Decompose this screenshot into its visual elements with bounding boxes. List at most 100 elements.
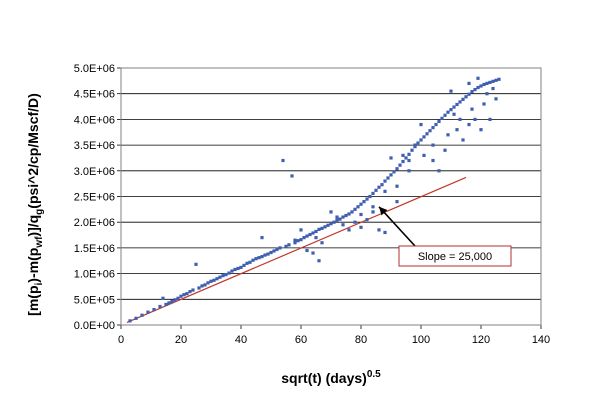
y-tick-label: 2.5E+06 — [74, 192, 115, 204]
data-point — [305, 248, 309, 253]
data-point — [152, 307, 156, 312]
data-point — [197, 286, 201, 290]
data-point — [386, 176, 390, 180]
x-tick-label: 60 — [295, 334, 307, 346]
y-tick-label: 1.0E+06 — [74, 269, 115, 281]
data-point — [479, 128, 483, 132]
grid-lines — [117, 67, 542, 329]
data-point — [479, 84, 483, 88]
data-point — [491, 79, 495, 83]
data-point — [371, 210, 375, 214]
data-point — [179, 294, 183, 298]
data-point — [467, 122, 471, 127]
data-point — [221, 274, 225, 278]
data-point — [383, 230, 387, 235]
data-point — [374, 188, 378, 192]
data-point — [413, 143, 417, 147]
data-point — [323, 225, 327, 229]
data-point — [476, 76, 480, 80]
data-point — [371, 205, 375, 209]
x-tick-label: 100 — [412, 334, 430, 346]
data-point — [440, 116, 444, 120]
y-title-sub-g: g — [34, 209, 45, 215]
data-point — [245, 261, 249, 265]
x-axis-title-superscript: 0.5 — [367, 369, 381, 380]
data-point — [425, 132, 429, 136]
data-point — [356, 205, 360, 209]
y-title-part-4: (psi^2/cp/Mscf/D) — [25, 93, 41, 209]
data-point — [176, 296, 180, 300]
data-point — [359, 225, 363, 229]
data-point — [182, 293, 186, 297]
data-point — [203, 283, 207, 287]
data-point — [491, 86, 495, 91]
data-point — [419, 122, 423, 127]
data-point — [395, 167, 399, 171]
data-point — [320, 226, 324, 230]
data-point — [437, 119, 441, 124]
data-point — [227, 271, 231, 275]
data-point — [287, 243, 291, 247]
annotation-box — [398, 245, 512, 267]
data-point — [422, 153, 426, 157]
data-point — [455, 128, 459, 132]
data-point — [455, 102, 459, 107]
data-point — [422, 135, 426, 139]
data-point — [269, 250, 273, 255]
data-point — [158, 304, 162, 309]
data-point — [290, 174, 294, 178]
data-point — [335, 215, 339, 219]
data-point — [236, 266, 240, 271]
data-point — [128, 319, 132, 323]
data-point — [392, 170, 396, 174]
data-point — [200, 284, 204, 288]
data-point — [206, 281, 210, 285]
data-point — [467, 92, 471, 96]
data-point — [371, 191, 375, 196]
data-point — [428, 129, 432, 133]
data-point — [338, 217, 342, 221]
data-point — [449, 89, 453, 93]
slope-line — [126, 176, 467, 323]
y-tick-label: 0.0E+00 — [74, 320, 115, 332]
x-axis-title: sqrt(t) (days)0.5 — [281, 369, 381, 386]
data-point — [407, 152, 411, 156]
data-point — [494, 97, 498, 101]
data-point — [389, 156, 393, 160]
data-point — [494, 78, 498, 82]
data-point — [329, 222, 333, 226]
data-point — [401, 159, 405, 164]
data-point — [383, 179, 387, 183]
y-title-sub-wf: wf — [34, 236, 45, 249]
data-point — [461, 138, 465, 142]
data-point — [485, 81, 489, 86]
data-point — [464, 95, 468, 99]
data-point — [146, 310, 150, 314]
data-point — [242, 263, 246, 267]
data-point — [335, 218, 339, 222]
y-tick-label: 3.5E+06 — [74, 140, 115, 152]
data-point — [380, 183, 384, 187]
y-title-part-3: )]/q — [25, 215, 41, 237]
data-point — [482, 102, 486, 106]
data-point — [437, 169, 441, 173]
data-point — [467, 81, 471, 86]
data-point — [212, 278, 216, 282]
data-point — [473, 87, 477, 92]
data-point — [353, 220, 357, 224]
data-point — [218, 275, 222, 279]
data-point — [311, 251, 315, 255]
data-point — [260, 236, 264, 240]
data-point — [305, 234, 309, 238]
data-point — [248, 260, 252, 264]
data-point — [332, 220, 336, 224]
data-point — [347, 228, 351, 232]
x-tick-label: 40 — [235, 334, 247, 346]
data-point — [485, 92, 489, 96]
data-point — [452, 112, 456, 116]
y-tick-label: 5.0E+06 — [74, 63, 115, 75]
data-point — [470, 107, 474, 111]
y-title-sub-i: i — [34, 282, 45, 285]
data-point — [359, 202, 363, 206]
